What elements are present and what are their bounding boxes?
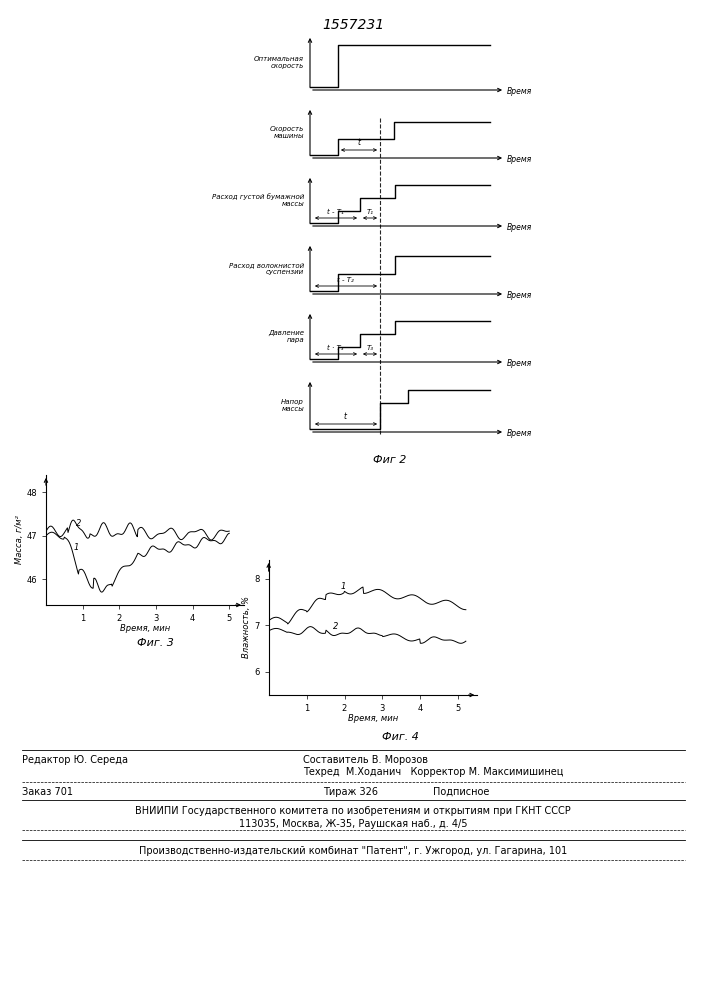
Text: Оптимальная
скорость: Оптимальная скорость <box>254 56 304 69</box>
Text: Фиг. 3: Фиг. 3 <box>136 638 173 648</box>
Text: Тираж 326: Тираж 326 <box>323 787 378 797</box>
Text: Техред  М.Ходанич   Корректор М. Максимишинец: Техред М.Ходанич Корректор М. Максимишин… <box>303 767 563 777</box>
Text: Скорость
машины: Скорость машины <box>270 126 304 139</box>
Text: t - T₁: t - T₁ <box>327 209 344 215</box>
Text: t · T₃: t · T₃ <box>327 345 344 351</box>
Text: T₁: T₁ <box>366 209 373 215</box>
Text: Время: Время <box>507 428 532 438</box>
Text: t: t <box>358 138 361 147</box>
Text: Расход густой бумажной
массы: Расход густой бумажной массы <box>212 194 304 207</box>
Text: 2: 2 <box>76 519 81 528</box>
Text: Редактор Ю. Середа: Редактор Ю. Середа <box>22 755 128 765</box>
Text: T₃: T₃ <box>366 345 373 351</box>
Text: Фиг 2: Фиг 2 <box>373 455 407 465</box>
Text: 1557231: 1557231 <box>322 18 384 32</box>
Text: Время: Время <box>507 154 532 163</box>
Y-axis label: Масса, г/м²: Масса, г/м² <box>15 516 23 564</box>
Text: Напор
массы: Напор массы <box>281 399 304 412</box>
Text: Давление
пара: Давление пара <box>268 330 304 343</box>
Text: Время: Время <box>507 290 532 300</box>
Text: Расход волокнистой
суспензии: Расход волокнистой суспензии <box>229 262 304 275</box>
Text: Подписное: Подписное <box>433 787 489 797</box>
Text: 113035, Москва, Ж-35, Раушская наб., д. 4/5: 113035, Москва, Ж-35, Раушская наб., д. … <box>239 819 467 829</box>
Text: t: t <box>344 412 346 421</box>
Text: 2: 2 <box>333 622 339 631</box>
Text: ВНИИПИ Государственного комитета по изобретениям и открытиям при ГКНТ СССР: ВНИИПИ Государственного комитета по изоб… <box>135 806 571 816</box>
X-axis label: Время, мин: Время, мин <box>348 714 398 723</box>
Text: Время: Время <box>507 223 532 232</box>
Text: Время: Время <box>507 87 532 96</box>
Text: Заказ 701: Заказ 701 <box>22 787 73 797</box>
Text: Фиг. 4: Фиг. 4 <box>382 732 419 742</box>
Text: 1: 1 <box>74 543 78 552</box>
Text: t - T₂: t - T₂ <box>337 277 354 283</box>
Text: 1: 1 <box>341 582 346 591</box>
Y-axis label: Влажность, %: Влажность, % <box>243 596 252 658</box>
Text: Производственно-издательский комбинат "Патент", г. Ужгород, ул. Гагарина, 101: Производственно-издательский комбинат "П… <box>139 846 567 856</box>
X-axis label: Время, мин: Время, мин <box>119 624 170 633</box>
Text: Время: Время <box>507 359 532 367</box>
Text: Составитель В. Морозов: Составитель В. Морозов <box>303 755 428 765</box>
